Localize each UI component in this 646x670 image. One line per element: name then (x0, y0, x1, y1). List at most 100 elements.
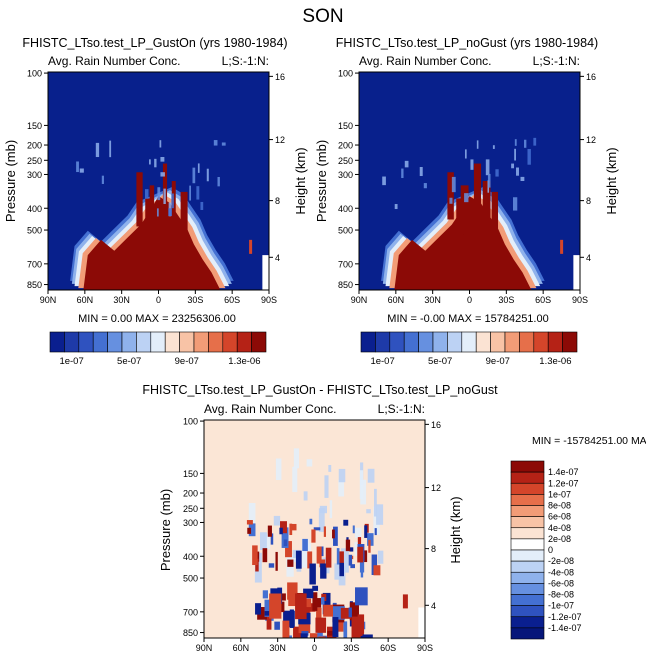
contour-band (367, 533, 374, 546)
contour-band (309, 633, 319, 638)
contour-band (348, 607, 352, 618)
contour-band (327, 635, 336, 638)
contour-band (285, 541, 292, 558)
contour-band-max (447, 172, 454, 220)
colorbar-swatch (222, 331, 238, 353)
contour-band (200, 201, 204, 210)
contour-band (323, 604, 334, 617)
contour-band (171, 193, 174, 209)
contour-band (492, 145, 495, 149)
contour-band (319, 635, 327, 638)
colorbar-swatch (510, 494, 545, 506)
contour-band (352, 525, 355, 534)
colorbar-label: -8e-08 (548, 590, 574, 600)
missing-data (573, 255, 580, 290)
colorbar-swatch (107, 331, 123, 353)
contour-band (280, 521, 287, 534)
y-tick-label: 300 (338, 170, 353, 180)
colorbar-swatch (490, 331, 506, 353)
contour-band (359, 553, 365, 573)
contour-band (79, 168, 84, 173)
y-axis-label: Pressure (mb) (158, 489, 173, 571)
contour-band (246, 520, 253, 525)
colorbar-swatch (510, 605, 545, 618)
contour-band (312, 592, 318, 611)
colorbar-label: 6e-08 (548, 512, 571, 522)
y2-tick-label: 16 (275, 72, 285, 82)
y-tick-label: 850 (183, 628, 198, 638)
y-tick-label: 100 (27, 69, 42, 79)
contour-band (163, 188, 166, 205)
colorbar-swatch (510, 516, 545, 529)
missing-data (418, 607, 425, 638)
y2-tick-label: 12 (275, 135, 285, 145)
y2-axis-label: Height (km) (293, 147, 308, 214)
colorbar-label: 1.2e-07 (548, 478, 579, 488)
contour-band (449, 197, 453, 204)
contour-band-max (180, 191, 188, 232)
contour-band (361, 637, 369, 638)
contour-band (255, 603, 262, 615)
y-tick-label: 200 (183, 489, 198, 499)
panel-subtitle-left: Avg. Rain Number Conc. (359, 54, 492, 68)
colorbar-swatch (92, 331, 108, 353)
y2-tick-label: 4 (431, 601, 436, 611)
contour-band (168, 208, 172, 216)
contour-band (324, 475, 329, 498)
contour-band (533, 137, 537, 146)
colorbar-swatch (164, 331, 180, 353)
colorbar-swatch (510, 583, 545, 595)
contour-band (516, 167, 519, 176)
y-tick-label: 700 (338, 259, 353, 269)
panel-subtitle-left: Avg. Rain Number Conc. (48, 54, 181, 68)
colorbar-label: 5e-07 (428, 356, 452, 367)
colorbar-swatch (533, 331, 549, 353)
contour-band (196, 186, 200, 200)
contour-band (101, 175, 104, 184)
contour-band (275, 458, 282, 481)
y-tick-label: 150 (338, 121, 353, 131)
colorbar-swatch (510, 460, 545, 473)
contour-band (281, 527, 289, 548)
colorbar-swatch (510, 627, 545, 640)
contour-band (360, 635, 371, 638)
y-tick-label: 400 (338, 204, 353, 214)
y-tick-label: 700 (183, 607, 198, 617)
y-tick-label: 850 (338, 280, 353, 290)
contour-band (309, 563, 316, 585)
contour-band (315, 598, 322, 608)
x-tick-label: 60N (388, 295, 405, 305)
panel-subtitle-right: L;S:-1:N: (378, 402, 425, 416)
contour-band (156, 208, 159, 217)
contour-band (255, 558, 259, 572)
x-tick-label: 30N (113, 295, 130, 305)
contour-band (371, 554, 378, 575)
y2-tick-label: 8 (275, 196, 280, 206)
contour-band (262, 590, 268, 599)
contour-band (295, 550, 302, 569)
contour-band (374, 488, 377, 517)
contour-band-max (482, 181, 491, 231)
contour-band-max (145, 198, 152, 252)
contour-band (343, 519, 349, 526)
heatmap-field (48, 72, 269, 290)
colorbar-swatch (510, 482, 545, 495)
contour-band (348, 554, 353, 566)
contour-band (404, 160, 409, 168)
contour-band (286, 635, 292, 638)
x-tick-label: 60S (380, 643, 396, 653)
colorbar-label: 0 (548, 545, 553, 555)
contour-band (292, 466, 298, 493)
contour-band (351, 555, 354, 560)
contour-band (159, 140, 162, 148)
colorbar-label: -6e-08 (548, 578, 574, 588)
contour-band (343, 621, 348, 638)
colorbar-swatch (510, 538, 545, 551)
y-axis-label: Pressure (mb) (314, 140, 329, 222)
y-tick-label: 150 (183, 469, 198, 479)
contour-band (316, 607, 322, 623)
x-tick-label: 60N (77, 295, 94, 305)
contour-band (268, 563, 275, 568)
colorbar-label: -1.4e-07 (548, 623, 582, 633)
